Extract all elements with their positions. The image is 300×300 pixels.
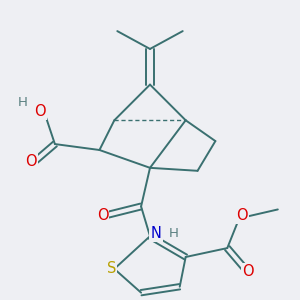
Text: O: O — [34, 104, 46, 119]
Text: N: N — [151, 226, 161, 241]
Text: H: H — [169, 227, 179, 240]
Text: S: S — [107, 261, 116, 276]
Text: O: O — [97, 208, 108, 223]
Text: O: O — [25, 154, 37, 169]
Text: O: O — [242, 264, 254, 279]
Text: O: O — [236, 208, 248, 223]
Text: H: H — [17, 96, 27, 109]
